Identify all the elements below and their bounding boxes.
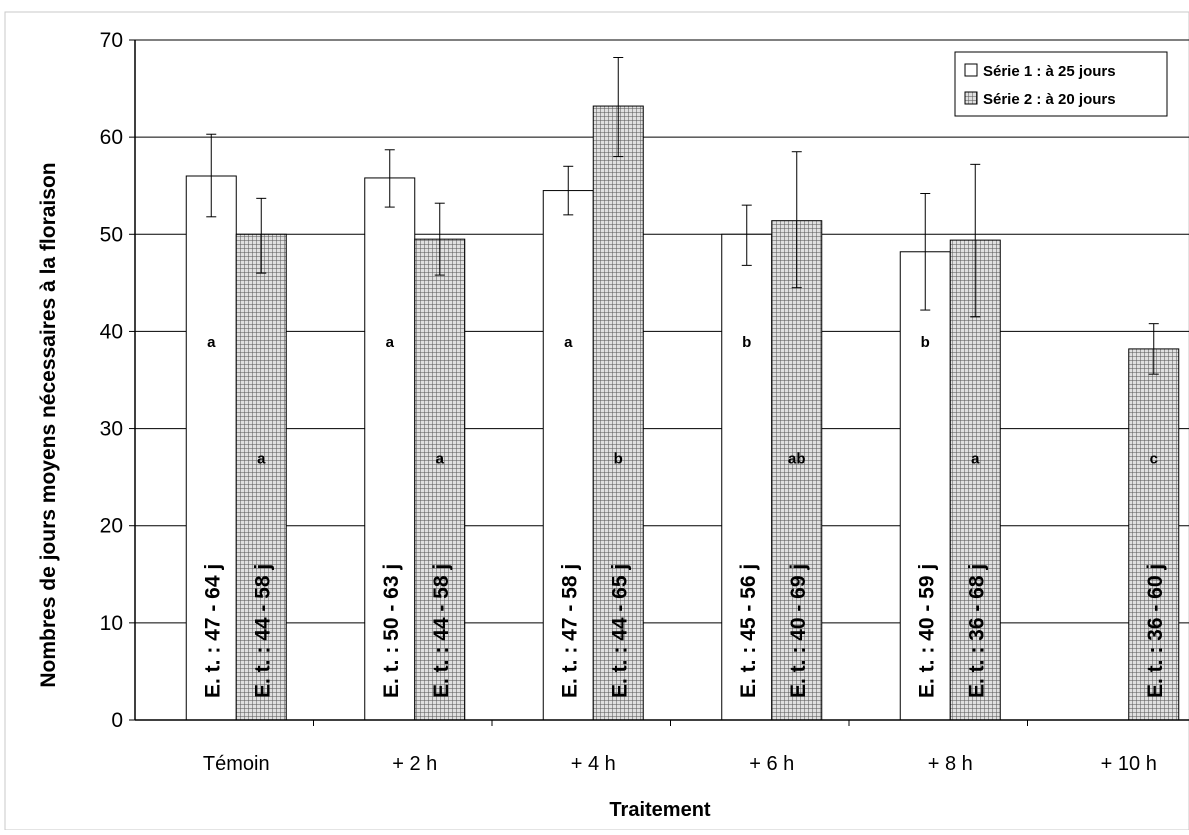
x-axis-title: Traitement [609,799,710,821]
bar [235,233,287,721]
range-label: E. t. : 45 - 56 j [737,564,760,698]
y-tick-label: 70 [100,29,123,52]
y-tick-label: 60 [100,126,123,149]
bar [185,175,237,721]
significance-letter: a [257,451,266,468]
legend-swatch [964,91,978,105]
legend-swatch [964,63,978,77]
y-tick-label: 20 [100,515,123,538]
x-tick-label: + 2 h [392,753,437,775]
bar [364,177,416,721]
range-label: E. t. : 47 - 58 j [558,564,581,698]
significance-letter: c [1150,451,1158,468]
bar [414,238,466,721]
y-axis-title: Nombres de jours moyens nécessaires à la… [37,162,60,687]
range-label: E. t. : 44 - 65 j [608,564,631,698]
y-tick-label: 10 [100,612,123,635]
range-label: E. t. : 40 - 69 j [787,564,810,698]
significance-letter: a [564,334,573,351]
range-label: E. t. : 44 - 58 j [430,564,453,698]
range-label: E. t. : 44 - 58 j [251,564,274,698]
bar [949,239,1001,721]
legend-label: Série 2 : à 20 jours [983,91,1116,108]
y-tick-label: 0 [111,709,123,732]
x-tick-label: Témoin [203,753,270,775]
bar [899,251,951,721]
range-label: E. t. : 36 - 60 j [1144,564,1167,698]
legend-box [954,51,1168,117]
significance-letter: b [742,334,751,351]
y-tick-label: 30 [100,418,123,441]
range-label: E. t. : 40 - 59 j [915,564,938,698]
bar [721,233,773,721]
bar [1128,348,1180,721]
bar [542,190,594,721]
significance-letter: b [921,334,930,351]
significance-letter: a [386,334,395,351]
bar [771,220,823,721]
range-label: E. t. : 36 - 68 j [965,564,988,698]
significance-letter: a [207,334,216,351]
significance-letter: a [436,451,445,468]
significance-letter: b [614,451,623,468]
range-label: E. t. : 47 - 64 j [201,564,224,698]
y-tick-label: 50 [100,223,123,246]
significance-letter: a [971,451,980,468]
legend-label: Série 1 : à 25 jours [983,63,1116,80]
y-tick-label: 40 [100,320,123,343]
x-tick-label: + 8 h [928,753,973,775]
x-tick-label: + 6 h [749,753,794,775]
range-label: E. t. : 50 - 63 j [380,564,403,698]
bar [592,105,644,721]
significance-letter: ab [788,451,806,468]
x-tick-label: + 10 h [1101,753,1157,775]
x-tick-label: + 4 h [571,753,616,775]
